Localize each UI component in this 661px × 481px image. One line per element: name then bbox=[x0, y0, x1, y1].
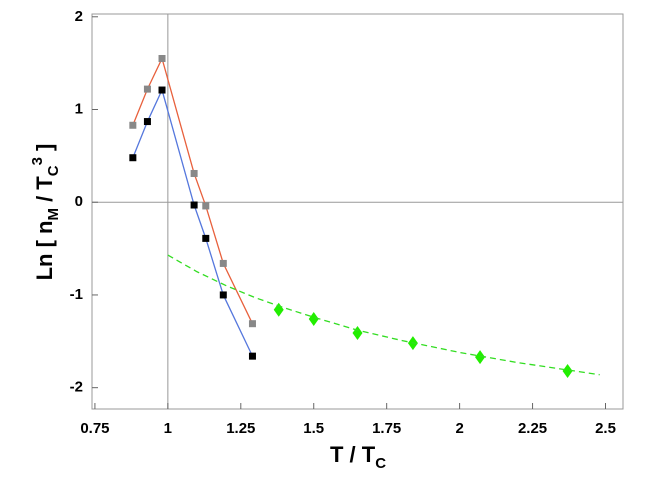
square-marker bbox=[143, 85, 151, 93]
square-marker bbox=[129, 154, 137, 162]
square-marker bbox=[158, 55, 166, 63]
y-label-sub: M bbox=[45, 208, 62, 221]
series-line bbox=[167, 254, 600, 376]
y-tick-label: 0 bbox=[75, 193, 83, 210]
square-marker bbox=[219, 259, 227, 267]
x-tick-label: 2 bbox=[455, 420, 463, 437]
y-label-sup: 3 bbox=[29, 157, 46, 165]
y-tick-label: 2 bbox=[75, 8, 83, 25]
y-label-part: ] bbox=[32, 144, 57, 157]
x-tick-label: 1.75 bbox=[372, 420, 401, 437]
x-tick-label: 1.25 bbox=[226, 420, 255, 437]
y-label-part: / T bbox=[32, 176, 57, 208]
square-marker bbox=[202, 234, 210, 242]
x-tick-label: 2.5 bbox=[595, 420, 616, 437]
diamond-marker bbox=[352, 325, 363, 340]
square-marker bbox=[248, 320, 256, 328]
square-marker bbox=[248, 352, 256, 360]
x-label-sub: C bbox=[375, 455, 386, 472]
y-label-part: Ln [ n bbox=[32, 221, 57, 281]
square-marker bbox=[143, 118, 151, 126]
square-marker bbox=[190, 201, 198, 209]
y-label-sub: C bbox=[45, 165, 62, 176]
y-axis-label: Ln [ nM / TC3 ] bbox=[29, 144, 62, 281]
x-tick-label: 2.25 bbox=[518, 420, 547, 437]
square-marker bbox=[202, 202, 210, 210]
x-label-part: T / T bbox=[330, 442, 376, 467]
square-marker bbox=[190, 169, 198, 177]
square-marker bbox=[158, 86, 166, 94]
x-tick-label: 0.75 bbox=[80, 420, 109, 437]
square-marker bbox=[129, 121, 137, 129]
square-marker bbox=[219, 291, 227, 299]
diamond-marker bbox=[475, 350, 486, 365]
x-axis-label: T / TC bbox=[330, 442, 386, 472]
plot-frame bbox=[91, 13, 624, 410]
y-tick-label: 1 bbox=[75, 100, 83, 117]
x-tick-label: 1.5 bbox=[303, 420, 324, 437]
y-tick-label: -1 bbox=[70, 286, 83, 303]
diamond-marker bbox=[273, 302, 284, 317]
series-line bbox=[132, 56, 254, 324]
series-line bbox=[132, 88, 254, 357]
y-tick-label: -2 bbox=[70, 379, 83, 396]
x-tick-label: 1 bbox=[164, 420, 172, 437]
diamond-marker bbox=[562, 363, 573, 378]
diamond-marker bbox=[308, 312, 319, 327]
